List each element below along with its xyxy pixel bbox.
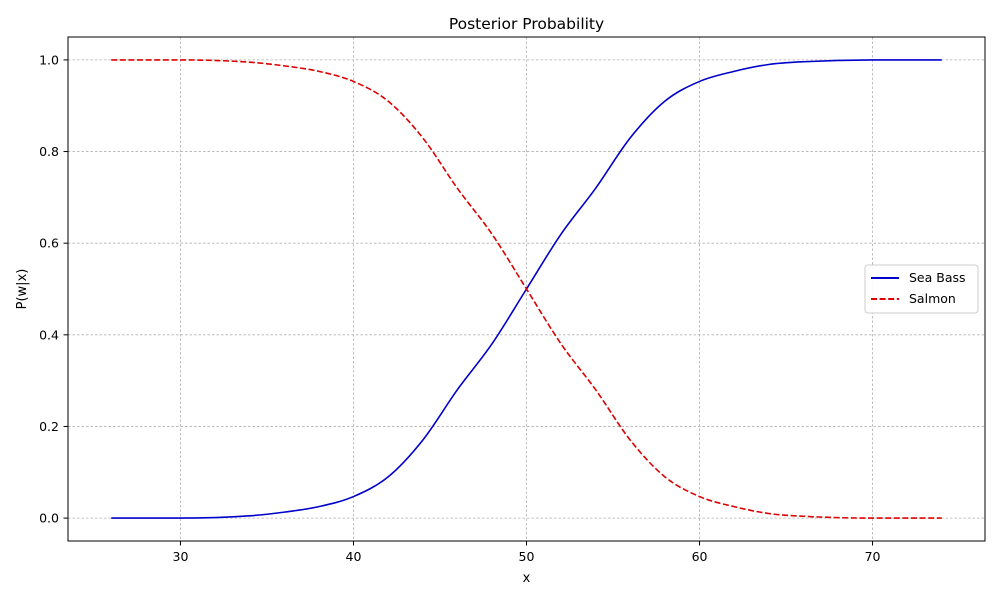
y-tick-label-1: 0.2 bbox=[39, 419, 59, 434]
legend: Sea Bass Salmon bbox=[864, 264, 979, 314]
x-axis-label: x bbox=[523, 571, 531, 586]
tick-layer: 30 40 50 60 70 0.0 0.2 0.4 0.6 0.8 1.0 bbox=[39, 52, 880, 564]
x-tick-label-1: 40 bbox=[346, 549, 362, 564]
y-tick-label-3: 0.6 bbox=[39, 236, 59, 251]
legend-label-sea-bass: Sea Bass bbox=[909, 270, 966, 285]
x-tick-label-3: 60 bbox=[692, 549, 708, 564]
y-axis-label: P(w|x) bbox=[15, 269, 30, 310]
y-tick-label-0: 0.0 bbox=[39, 511, 59, 526]
chart-title: Posterior Probability bbox=[449, 15, 604, 33]
x-tick-label-2: 50 bbox=[519, 549, 535, 564]
x-tick-label-4: 70 bbox=[865, 549, 881, 564]
series-layer bbox=[111, 59, 942, 519]
legend-label-salmon: Salmon bbox=[909, 291, 956, 306]
y-tick-label-2: 0.4 bbox=[39, 327, 59, 342]
y-tick-label-5: 1.0 bbox=[39, 52, 59, 67]
y-tick-label-4: 0.8 bbox=[39, 144, 59, 159]
series-line-salmon bbox=[111, 59, 942, 519]
x-tick-label-0: 30 bbox=[173, 549, 189, 564]
